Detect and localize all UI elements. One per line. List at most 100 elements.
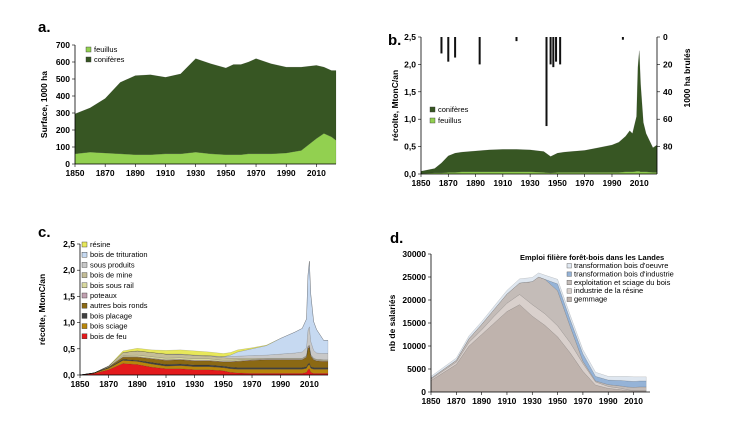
x-tick-label: 1930	[186, 168, 205, 178]
y-tick-label: 1,5	[63, 291, 75, 301]
y-tick-label: 2,5	[63, 239, 75, 249]
x-tick-label: 1850	[66, 168, 85, 178]
legend-label-coniferes: conifères	[94, 55, 125, 64]
y2-tick-label: 0	[663, 32, 668, 42]
legend-swatch-coniferes	[429, 106, 436, 113]
x-tick-label: 1850	[422, 396, 441, 406]
y-tick-label: 20000	[402, 295, 426, 305]
x-tick-label: 1990	[599, 396, 618, 406]
legend-label-resine: résine	[90, 240, 110, 249]
legend-label-bois-sous-rail: bois sous rail	[90, 281, 134, 290]
x-tick-label: 1910	[157, 379, 176, 389]
y-tick-label: 0,0	[63, 370, 75, 380]
legend-label-sous-produits: sous produits	[90, 260, 135, 269]
legend-label-gemmage: gemmage	[574, 295, 607, 304]
x-tick-label: 1950	[548, 396, 567, 406]
y-tick-label: 600	[56, 57, 70, 67]
x-tick-label: 1990	[603, 178, 622, 188]
legend-swatch-transformation-bois-d-oeuvre	[566, 263, 572, 269]
burned-bar	[552, 37, 555, 68]
series-area-sous-produits	[79, 326, 329, 376]
panel-letter: b.	[388, 32, 401, 49]
y-tick-label: 0	[65, 159, 70, 169]
legend-label-bois-de-trituration: bois de trituration	[90, 250, 148, 259]
burned-bar	[555, 37, 558, 62]
y-tick-label: 1,0	[63, 318, 75, 328]
x-tick-label: 1910	[497, 396, 516, 406]
y-axis-label: Surface, 1000 ha	[39, 71, 49, 138]
legend-swatch-bois-de-mine	[81, 272, 88, 278]
y-tick-label: 10000	[402, 341, 426, 351]
legend-swatch-bois-de-feu	[81, 333, 88, 339]
x-tick-label: 1870	[99, 379, 118, 389]
legend-swatch-feuillus	[85, 46, 92, 53]
x-tick-label: 1910	[493, 178, 512, 188]
legend-swatch-feuillus	[429, 117, 436, 124]
y-tick-label: 1,0	[404, 114, 416, 124]
y-tick-label: 500	[56, 74, 70, 84]
legend-label-bois-de-feu: bois de feu	[90, 332, 127, 341]
legend-swatch-bois-sous-rail	[81, 282, 88, 288]
y-tick-label: 300	[56, 108, 70, 118]
x-tick-label: 1970	[573, 396, 592, 406]
legend-swatch-industrie-de-la-resine	[566, 288, 572, 294]
x-tick-label: 2010	[307, 168, 326, 178]
y2-tick-label: 20	[663, 59, 673, 69]
legend-swatch-bois-de-trituration	[81, 251, 88, 258]
x-tick-label: 1930	[185, 379, 204, 389]
chart-title: Emploi filière forêt-bois dans les Lande…	[520, 253, 664, 262]
y2-axis-label: 1000 ha brulés	[682, 48, 692, 107]
x-tick-label: 1870	[439, 178, 458, 188]
x-tick-label: 1950	[214, 379, 233, 389]
legend-swatch-resine	[81, 241, 88, 248]
y-axis-label: nb de salariés	[387, 294, 397, 351]
x-tick-label: 1910	[156, 168, 175, 178]
legend-swatch-sous-produits	[81, 262, 88, 268]
panel-letter: a.	[38, 19, 51, 36]
x-tick-label: 1850	[71, 379, 90, 389]
series-area-transformation-bois-d-oeuvre	[430, 272, 647, 382]
legend-label-feuillus: feuillus	[94, 45, 118, 54]
legend-swatch-bois-placage	[81, 313, 88, 319]
y-tick-label: 200	[56, 125, 70, 135]
series-area-coniferes	[74, 58, 337, 155]
legend-label-feuillus: feuillus	[438, 116, 462, 125]
x-tick-label: 1970	[247, 168, 266, 178]
burned-bar	[447, 37, 450, 62]
x-tick-label: 2010	[624, 396, 643, 406]
x-tick-label: 1970	[243, 379, 262, 389]
y-tick-label: 100	[56, 142, 70, 152]
y-tick-label: 25000	[402, 272, 426, 282]
y-tick-label: 0,5	[404, 142, 416, 152]
legend-label-bois-de-mine: bois de mine	[90, 271, 133, 280]
y-tick-label: 5000	[407, 364, 426, 374]
legend-swatch-autres-bois-ronds	[81, 303, 88, 309]
x-tick-label: 1890	[128, 379, 147, 389]
legend-label-coniferes: conifères	[438, 105, 469, 114]
legend-swatch-poteaux	[81, 292, 88, 299]
burned-bar	[440, 37, 443, 54]
panel-a-surface-chart: 1850 1870 1890 1910 1930 1950 1970 1990 2010 0 100…	[38, 19, 337, 178]
y-tick-label: 0,0	[404, 169, 416, 179]
series-area-transformation-bois-d-industrie	[430, 276, 647, 388]
x-tick-label: 1850	[412, 178, 431, 188]
x-tick-label: 1950	[548, 178, 567, 188]
y2-tick-label: 40	[663, 87, 673, 97]
panel-d-employment-chart: 1850 1870 1890 1910 1930 1950 1970 1990 2010 0 500…	[387, 230, 674, 406]
burned-bar	[621, 37, 624, 40]
burned-bar	[454, 37, 457, 58]
x-tick-label: 1950	[216, 168, 235, 178]
x-tick-label: 1970	[575, 178, 594, 188]
x-tick-label: 1890	[472, 396, 491, 406]
y2-tick-label: 60	[663, 114, 673, 124]
burned-bar	[549, 37, 552, 65]
x-tick-label: 1990	[271, 379, 290, 389]
y-tick-label: 700	[56, 40, 70, 50]
series-area-bois-de-trituration	[79, 261, 329, 376]
legend-label-poteaux: poteaux	[90, 291, 117, 300]
legend-label-exploitation-et-sciage-du-bois: exploitation et sciage du bois	[574, 278, 671, 287]
series-area-bois-de-mine	[79, 344, 329, 376]
y2-tick-label: 80	[663, 142, 673, 152]
y-tick-label: 1,5	[404, 87, 416, 97]
